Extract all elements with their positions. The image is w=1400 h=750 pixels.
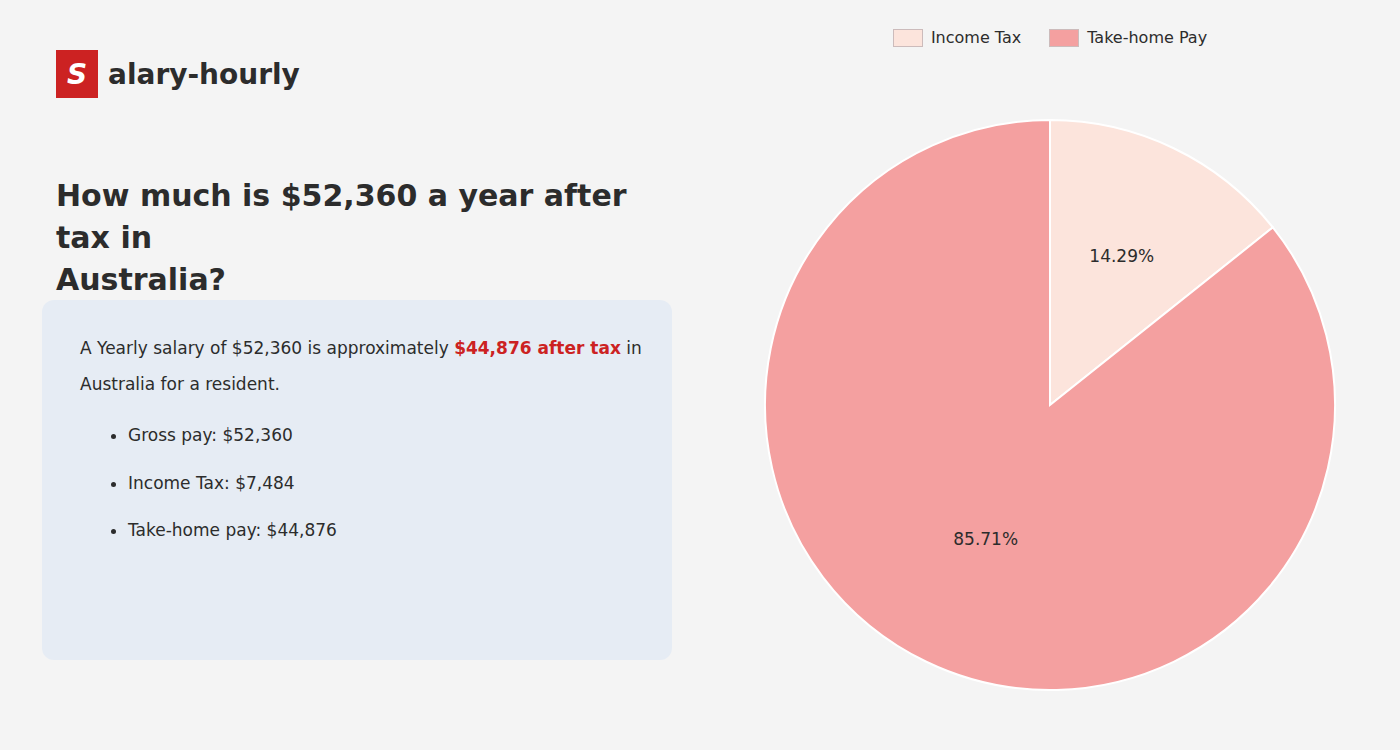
slices (765, 120, 1335, 690)
description-text: in (621, 338, 642, 358)
pie-slice (765, 120, 1335, 690)
brand-text: alary-hourly (108, 58, 300, 91)
info-box: A Yearly salary of $52,360 is approximat… (42, 300, 672, 660)
brand-box: S (56, 50, 98, 98)
legend-label: Income Tax (931, 28, 1021, 47)
bullet-list: Gross pay: $52,360 Income Tax: $7,484 Take… (80, 423, 644, 544)
description-line: Australia for a resident. (80, 372, 644, 398)
bullet-item: Income Tax: $7,484 (128, 471, 644, 497)
slice-label: 85.71% (953, 529, 1018, 549)
legend-swatch (1049, 29, 1079, 47)
brand: Salary-hourly (56, 50, 300, 98)
description-line: A Yearly salary of $52,360 is approximat… (80, 336, 644, 362)
legend-item: Take-home Pay (1049, 28, 1207, 47)
title: How much is $52,360 a year after tax in … (56, 175, 676, 301)
bullet-item: Gross pay: $52,360 (128, 423, 644, 449)
pie-chart: 14.29% 85.71% (700, 0, 1400, 750)
text-panel: Salary-hourly How much is $52,360 a year … (0, 0, 700, 750)
description-text: A Yearly salary of $52,360 is approximat… (80, 338, 454, 358)
legend-item: Income Tax (893, 28, 1021, 47)
legend-label: Take-home Pay (1087, 28, 1207, 47)
bullet-item: Take-home pay: $44,876 (128, 518, 644, 544)
legend: Income Tax Take-home Pay (700, 28, 1400, 47)
chart-panel: Income Tax Take-home Pay 14.29% 85.71% (700, 0, 1400, 750)
description-highlight: $44,876 after tax (454, 338, 621, 358)
slice-labels: 14.29% 85.71% (953, 246, 1154, 548)
legend-swatch (893, 29, 923, 47)
slice-label: 14.29% (1089, 246, 1154, 266)
